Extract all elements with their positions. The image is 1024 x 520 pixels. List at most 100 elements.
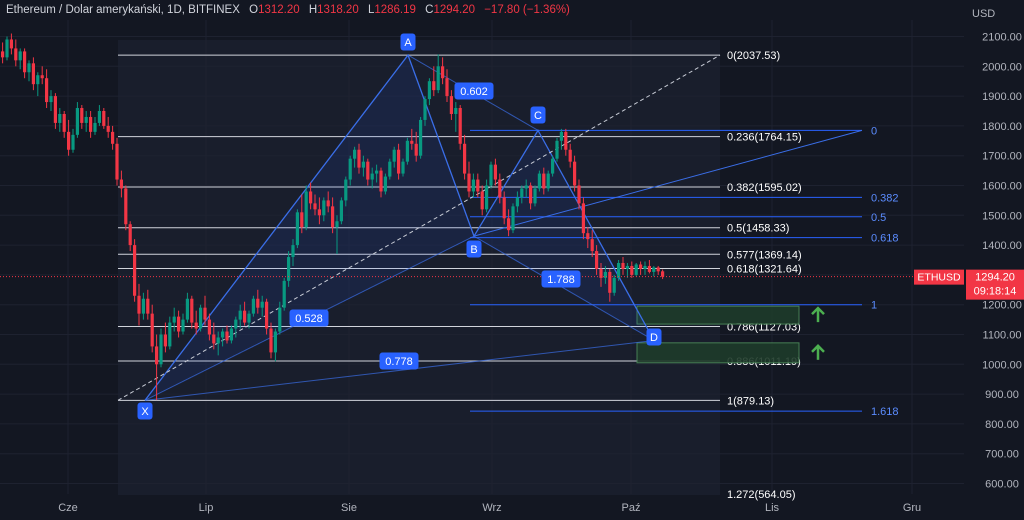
candle-body-113 <box>498 179 502 198</box>
pattern-xd-line <box>144 339 655 401</box>
candle-145 <box>639 261 643 275</box>
candle-46 <box>203 295 207 326</box>
candle-body-132 <box>581 203 585 234</box>
candle-body-60 <box>265 301 269 329</box>
candle-body-140 <box>617 262 621 278</box>
candle-body-42 <box>185 298 189 320</box>
candle-5 <box>23 48 27 79</box>
candle-body-3 <box>14 48 18 61</box>
open-value: 1312.20 <box>258 4 300 16</box>
candle-85 <box>375 164 379 183</box>
y-tick-15: 600.00 <box>985 479 1019 491</box>
candle-body-81 <box>357 149 361 168</box>
candle-64 <box>282 277 286 311</box>
candle-17 <box>75 102 79 138</box>
candle-36 <box>159 328 163 368</box>
candle-body-128 <box>564 131 568 150</box>
target-zone-1[interactable] <box>636 342 800 364</box>
candle-body-124 <box>546 173 550 189</box>
up-arrow-head-0 <box>811 306 825 316</box>
fib-extension-label-1: 0.382 <box>871 192 899 204</box>
candle-13 <box>58 108 62 132</box>
candle-103 <box>454 102 458 132</box>
pattern-point-x-text: X <box>141 406 149 418</box>
candle-body-91 <box>401 161 405 174</box>
candle-130 <box>573 155 577 192</box>
candle-body-18 <box>80 108 84 123</box>
candle-body-33 <box>146 298 150 314</box>
candle-body-96 <box>423 99 427 120</box>
candle-body-26 <box>115 143 119 180</box>
candle-134 <box>590 230 594 258</box>
candle-125 <box>551 155 555 177</box>
low-label: L <box>367 4 375 16</box>
candle-body-19 <box>84 116 88 123</box>
candle-body-16 <box>71 134 75 150</box>
candle-19 <box>84 111 88 132</box>
candle-body-64 <box>282 280 286 308</box>
candle-body-149 <box>656 267 660 272</box>
candle-body-78 <box>344 179 348 201</box>
pattern-ratio-1-bg <box>289 309 329 327</box>
candle-49 <box>216 331 220 356</box>
candle-63 <box>278 301 282 335</box>
candle-body-20 <box>89 116 93 132</box>
candle-body-50 <box>221 331 225 338</box>
candle-body-115 <box>507 218 511 231</box>
candle-112 <box>493 158 497 186</box>
candle-132 <box>581 197 585 240</box>
candle-body-72 <box>317 209 321 216</box>
price-tag[interactable]: ETHUSD 1294.20 09:18:14 <box>914 269 1024 300</box>
fib-retracement-label-1: 0.236(1764.15) <box>727 132 802 144</box>
candle-146 <box>643 261 647 275</box>
candle-75 <box>331 197 335 234</box>
candle-body-6 <box>27 63 31 73</box>
y-tick-3: 1800.00 <box>982 121 1022 133</box>
candle-body-136 <box>599 268 603 278</box>
candle-100 <box>441 57 445 85</box>
candle-109 <box>480 185 484 216</box>
candle-137 <box>603 265 607 284</box>
candle-61 <box>269 322 273 359</box>
candle-body-138 <box>608 271 612 293</box>
candle-body-98 <box>432 81 436 91</box>
candle-140 <box>617 260 621 281</box>
candle-131 <box>577 179 581 210</box>
pattern-point-b-bg <box>466 240 482 258</box>
fib-retracement-label-9: 1.272(564.05) <box>727 489 796 501</box>
candle-body-2 <box>9 39 13 49</box>
candle-body-144 <box>634 264 638 275</box>
candle-62 <box>273 328 277 362</box>
candle-body-111 <box>489 164 493 186</box>
extension-trend-line[interactable] <box>473 129 863 237</box>
x-tick-5: Lis <box>765 502 780 514</box>
candle-92 <box>405 137 409 165</box>
candle-51 <box>225 325 229 344</box>
candle-143 <box>630 261 634 278</box>
candle-82 <box>361 155 365 177</box>
candle-4 <box>18 48 22 70</box>
candle-48 <box>212 322 216 350</box>
candle-body-79 <box>348 158 352 180</box>
candle-body-141 <box>621 262 625 269</box>
candle-body-88 <box>388 161 392 177</box>
candle-56 <box>247 310 251 329</box>
candle-116 <box>511 203 515 234</box>
target-zone-0[interactable] <box>636 305 800 325</box>
pattern-ratio-1-text: 0.528 <box>295 313 323 325</box>
candle-77 <box>339 197 343 225</box>
candle-41 <box>181 313 185 335</box>
candle-81 <box>357 143 361 174</box>
candle-44 <box>194 310 198 335</box>
pattern-ratio-3-bg <box>541 270 581 288</box>
candle-body-21 <box>93 122 97 132</box>
candle-1 <box>5 36 9 61</box>
candle-67 <box>295 209 299 249</box>
candle-body-1 <box>5 39 9 58</box>
candle-79 <box>348 155 352 186</box>
pattern-point-d-text: D <box>650 332 658 344</box>
candle-87 <box>383 173 387 195</box>
candle-50 <box>221 328 225 347</box>
